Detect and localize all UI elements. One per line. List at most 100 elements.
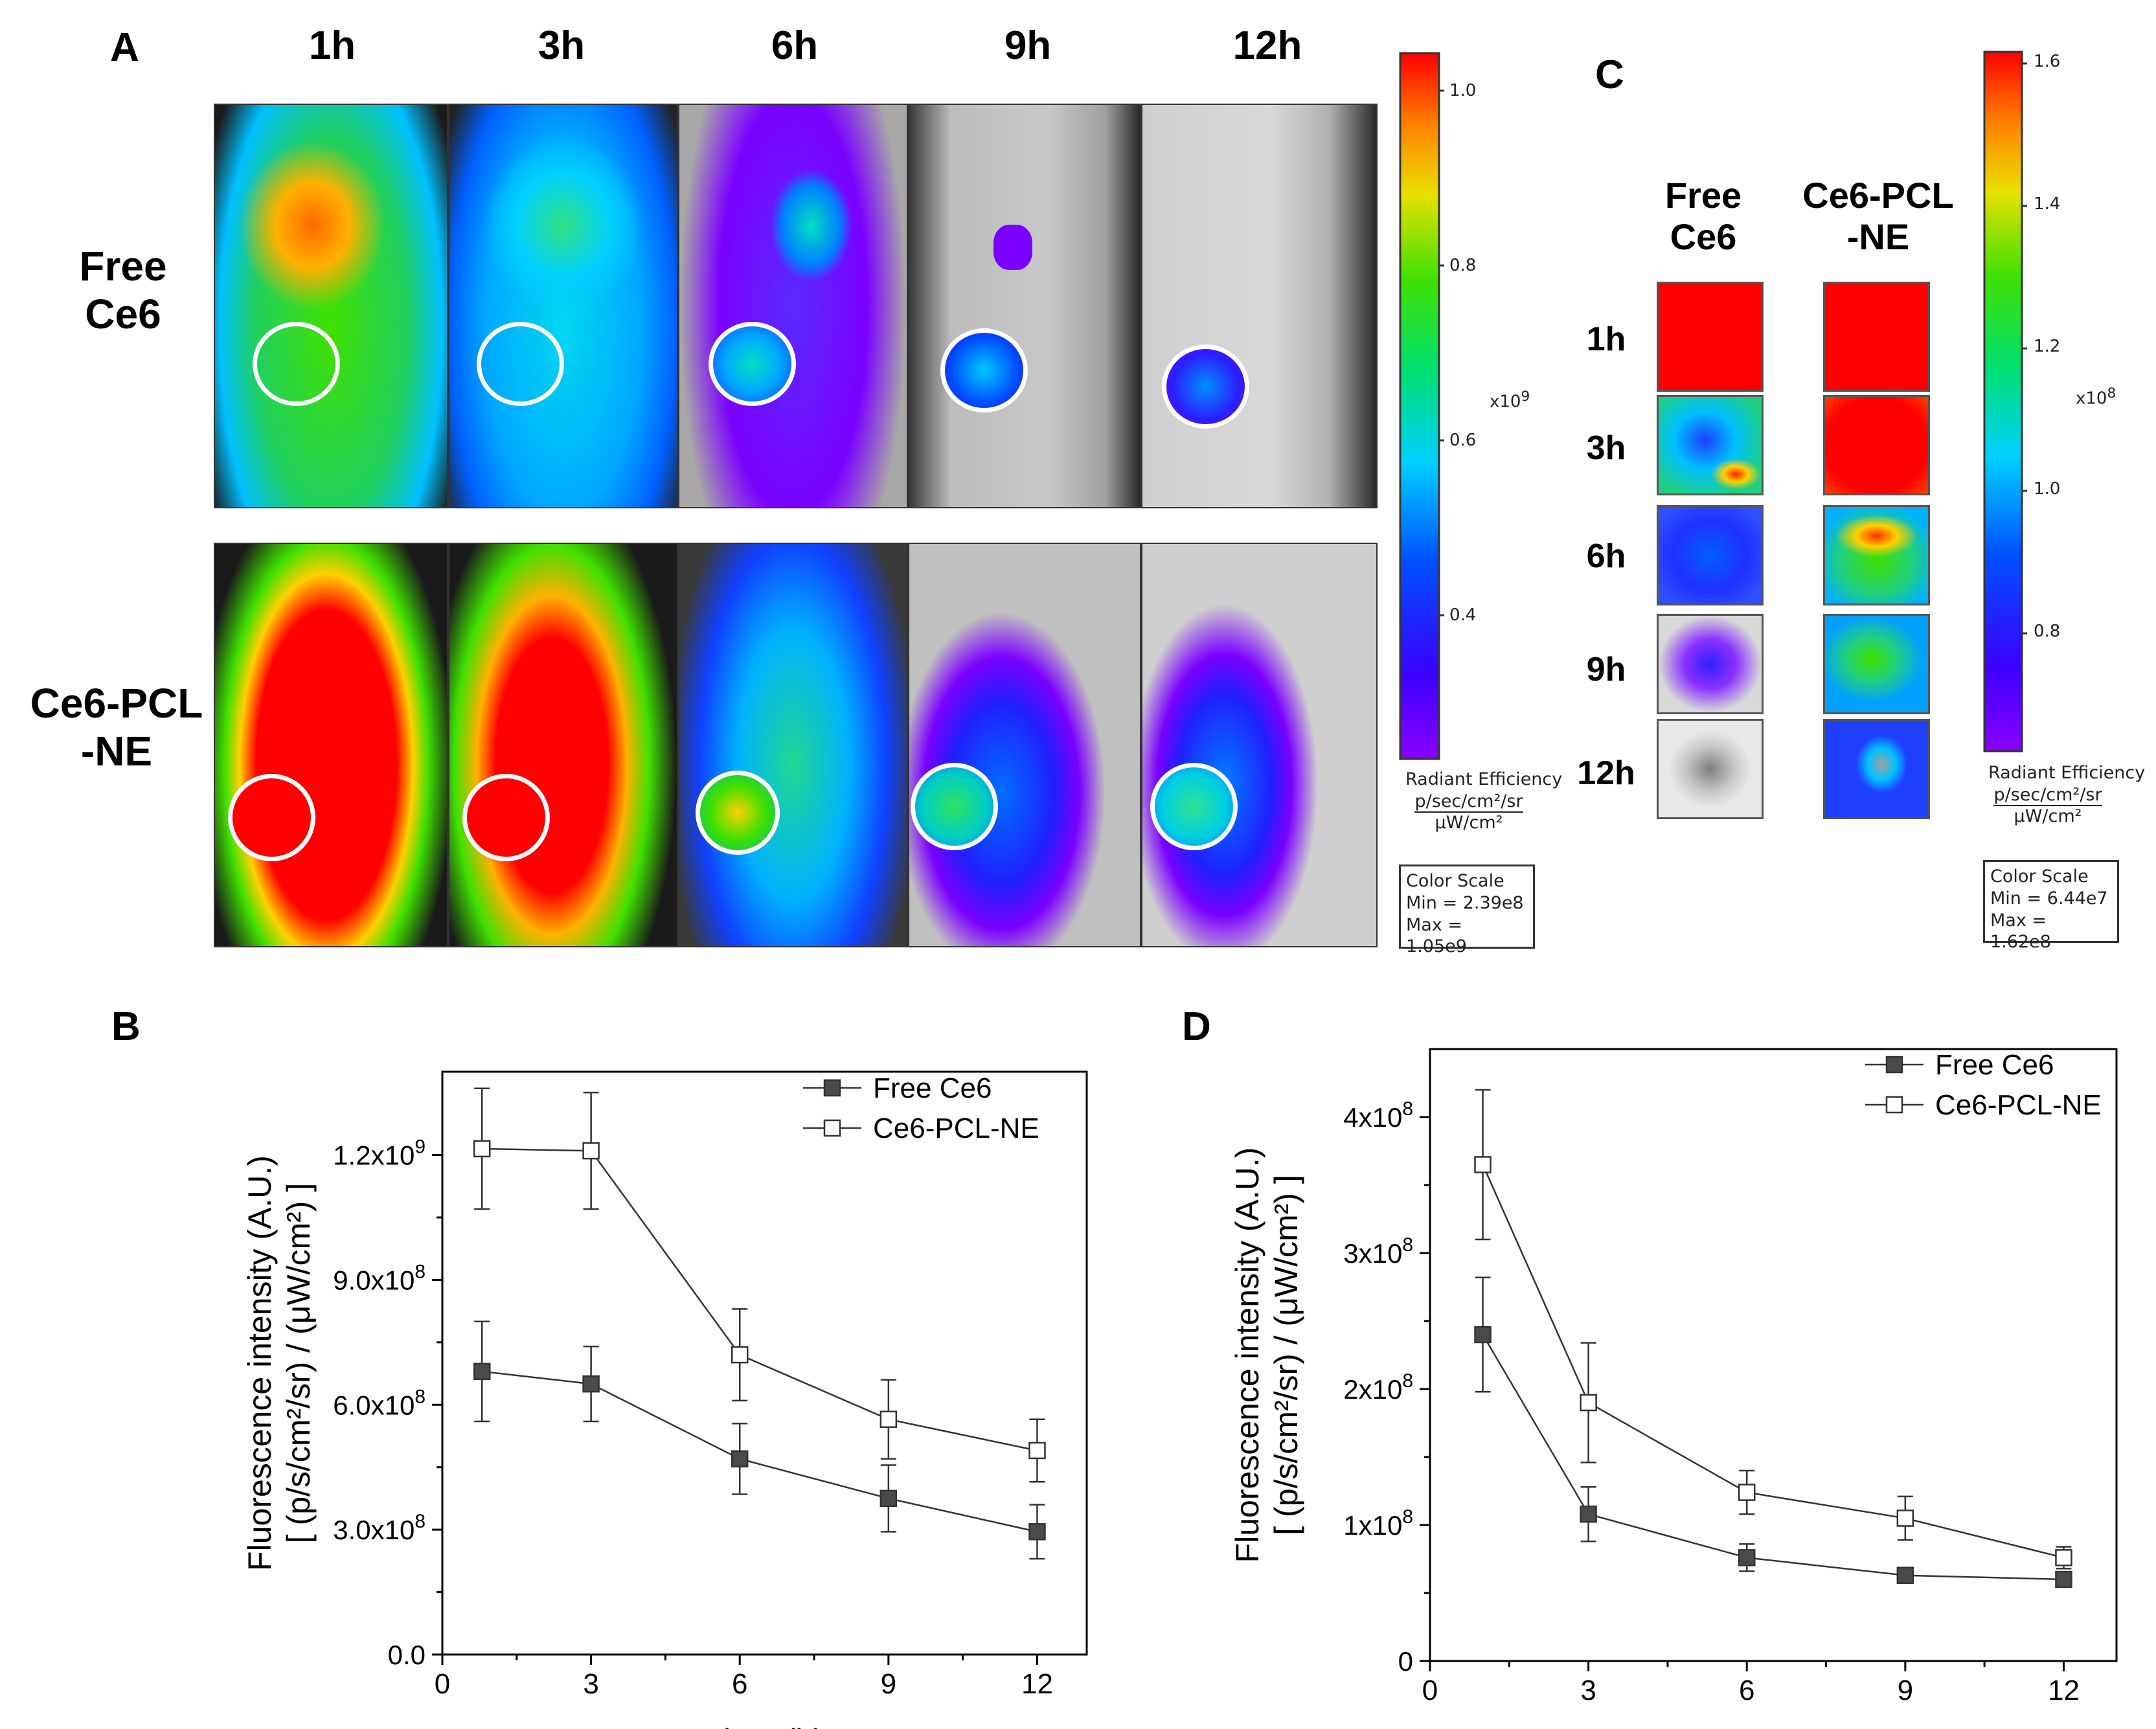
data-point bbox=[1580, 1394, 1597, 1412]
colorbar-c-tick: 1.2 bbox=[2034, 337, 2061, 356]
image-ce6-pcl-ne-6h bbox=[678, 543, 908, 947]
scale-max: Max = 1.05e9 bbox=[1406, 914, 1467, 957]
multiplier-exponent: 8 bbox=[2107, 385, 2116, 401]
row-label-line1: Free bbox=[79, 243, 167, 289]
panel-label-c: C bbox=[1595, 52, 1624, 97]
roi-circle bbox=[709, 322, 796, 406]
data-point bbox=[1896, 1566, 1914, 1584]
y-axis-label-line2: [ (p/s/cm²/sr) / (μW/cm²) ] bbox=[1268, 1175, 1304, 1535]
series-line-free-ce6 bbox=[482, 1370, 1038, 1533]
colorbar-c-unit: p/sec/cm²/sr μW/cm² bbox=[1983, 785, 2113, 826]
colorbar-a-tick: 0.8 bbox=[1449, 256, 1477, 275]
x-tick-label: 3 bbox=[583, 1668, 598, 1700]
y-tick-label: 9.0x108 bbox=[333, 1261, 426, 1295]
data-point bbox=[1028, 1523, 1046, 1541]
scale-title: Color Scale bbox=[1406, 871, 1504, 891]
multiplier-base: x10 bbox=[1490, 392, 1521, 412]
time-header-9h: 9h bbox=[1004, 23, 1052, 68]
colorbar-a bbox=[1399, 52, 1444, 760]
data-point bbox=[582, 1142, 600, 1160]
unit-denominator: μW/cm² bbox=[2014, 806, 2082, 826]
row-label-free-ce6: Free Ce6 bbox=[26, 243, 220, 338]
x-tick-label: 3 bbox=[1580, 1675, 1596, 1706]
scale-max: Max = 1.62e8 bbox=[1990, 910, 2051, 953]
roi-circle bbox=[1162, 345, 1249, 429]
data-point bbox=[1474, 1326, 1492, 1344]
multiplier-base: x10 bbox=[2076, 389, 2107, 409]
x-tick-label: 12 bbox=[2048, 1675, 2080, 1706]
colorbar-a-multiplier: x109 bbox=[1490, 389, 1530, 412]
y-tick-label: 1.2x109 bbox=[333, 1136, 426, 1171]
unit-denominator: μW/cm² bbox=[1435, 813, 1503, 833]
organ-ce6-pcl-ne-12h bbox=[1823, 719, 1930, 819]
legend-label: Free Ce6 bbox=[873, 1072, 992, 1104]
y-tick-label: 4x108 bbox=[1343, 1098, 1413, 1133]
colorbar-c-tick: 1.4 bbox=[2034, 194, 2061, 214]
image-free-ce6-12h bbox=[1141, 104, 1378, 508]
roi-circle bbox=[477, 322, 564, 406]
data-point bbox=[879, 1410, 898, 1429]
y-tick-label: 3.0x108 bbox=[333, 1511, 426, 1545]
x-tick-label: 12 bbox=[1021, 1668, 1053, 1700]
colorbar-a-unit: p/sec/cm²/sr μW/cm² bbox=[1404, 791, 1534, 833]
time-header-12h: 12h bbox=[1232, 23, 1302, 68]
data-point bbox=[582, 1375, 600, 1393]
legend-marker bbox=[1885, 1056, 1903, 1074]
c-row-label-1h: 1h bbox=[1586, 321, 1626, 358]
unit-numerator: p/sec/cm²/sr bbox=[1414, 791, 1523, 813]
y-tick-label: 6.0x108 bbox=[333, 1386, 426, 1420]
series-line-ce6-pcl-ne bbox=[1482, 1164, 2064, 1559]
col-header-free-ce6: Free Ce6 bbox=[1619, 175, 1787, 258]
row-label-line1: Ce6-PCL bbox=[30, 680, 203, 727]
data-point bbox=[879, 1489, 898, 1508]
x-tick-label: 6 bbox=[1739, 1675, 1754, 1706]
organ-free-ce6-12h bbox=[1657, 719, 1764, 819]
panel-label-d: D bbox=[1182, 1004, 1211, 1049]
image-ce6-pcl-ne-3h bbox=[448, 543, 678, 947]
organ-ce6-pcl-ne-6h bbox=[1823, 505, 1930, 605]
time-header-3h: 3h bbox=[538, 23, 585, 68]
data-point bbox=[731, 1450, 749, 1468]
row-label-line2: Ce6 bbox=[85, 290, 161, 337]
time-header-1h: 1h bbox=[308, 23, 356, 68]
colorbar-c bbox=[1983, 51, 2027, 752]
col-header-line1: Free bbox=[1664, 175, 1742, 216]
roi-circle bbox=[462, 774, 550, 861]
y-tick-label: 1x108 bbox=[1343, 1506, 1413, 1541]
c-row-label-6h: 6h bbox=[1586, 537, 1626, 575]
color-scale-box-a: Color Scale Min = 2.39e8 Max = 1.05e9 bbox=[1399, 865, 1535, 956]
data-point bbox=[1896, 1509, 1914, 1527]
organ-free-ce6-6h bbox=[1657, 505, 1764, 605]
colorbar-a-title: Radiant Efficiency bbox=[1405, 769, 1563, 789]
organ-free-ce6-1h bbox=[1657, 282, 1764, 392]
col-header-line2: -NE bbox=[1846, 216, 1910, 258]
plot-frame bbox=[1429, 1048, 2118, 1662]
data-point bbox=[473, 1362, 491, 1381]
legend-label: Ce6-PCL-NE bbox=[1935, 1089, 2102, 1121]
x-tick-label: 6 bbox=[732, 1668, 747, 1700]
roi-circle bbox=[1150, 763, 1238, 850]
colorbar-a-tick: 0.6 bbox=[1449, 431, 1477, 450]
legend-marker bbox=[823, 1119, 841, 1137]
colorbar-a-tick: 0.4 bbox=[1449, 605, 1477, 625]
data-point bbox=[1580, 1505, 1597, 1523]
data-point bbox=[2055, 1549, 2072, 1566]
data-point bbox=[1738, 1484, 1756, 1501]
image-free-ce6-6h bbox=[678, 104, 908, 508]
image-free-ce6-3h bbox=[448, 104, 678, 508]
colorbar-c-tick: 1.6 bbox=[2034, 52, 2061, 71]
roi-circle bbox=[253, 322, 340, 406]
legend-label: Ce6-PCL-NE bbox=[873, 1113, 1039, 1144]
c-row-label-9h: 9h bbox=[1586, 651, 1626, 688]
data-point bbox=[1028, 1441, 1046, 1460]
legend-marker bbox=[1885, 1096, 1903, 1114]
scale-min: Min = 6.44e7 bbox=[1990, 888, 2108, 909]
y-tick-label: 0.0 bbox=[388, 1640, 426, 1670]
x-tick-label: 9 bbox=[1898, 1675, 1913, 1706]
y-axis-label-line1: Fluorescence intensity (A.U.) bbox=[242, 1155, 278, 1571]
col-header-line2: Ce6 bbox=[1670, 216, 1737, 258]
organ-ce6-pcl-ne-9h bbox=[1823, 614, 1930, 714]
x-tick-label: 0 bbox=[435, 1668, 450, 1700]
legend-marker bbox=[823, 1079, 841, 1097]
roi-circle bbox=[940, 328, 1028, 412]
